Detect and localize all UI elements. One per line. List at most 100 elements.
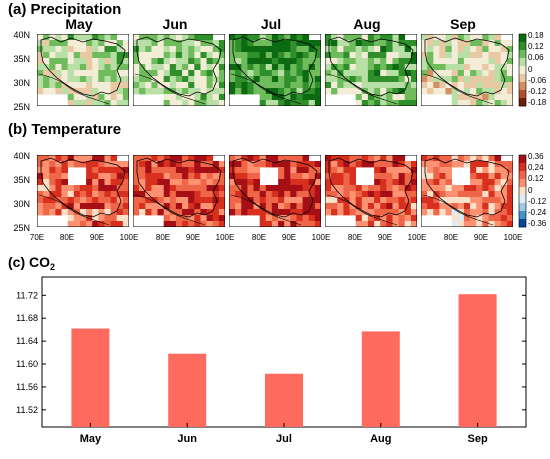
grid-cell (404, 40, 412, 47)
grid-cell (200, 191, 207, 198)
grid-cell (151, 70, 158, 77)
grid-cell (470, 185, 477, 192)
grid-cell (200, 185, 207, 192)
grid-cell (284, 34, 291, 41)
grid-cell (302, 203, 310, 210)
grid-cell (470, 155, 477, 162)
grid-cell (194, 179, 201, 186)
y-tick-label: 11.72 (16, 290, 38, 300)
grid-cell (253, 155, 260, 162)
grid-cell (110, 197, 118, 204)
grid-cell (296, 179, 303, 186)
colorbar-swatch (519, 34, 526, 43)
grid-cell (445, 167, 452, 174)
grid-cell (392, 221, 399, 227)
grid-cell (79, 70, 87, 77)
grid-cell (229, 209, 236, 216)
grid-cell (355, 58, 363, 65)
grid-cell (265, 40, 273, 47)
grid-cell (122, 161, 129, 168)
grid-cell (392, 94, 399, 101)
grid-cell (200, 58, 207, 65)
grid-cell (73, 197, 81, 204)
grid-cell (151, 52, 158, 59)
grid-cell (235, 209, 242, 216)
grid-cell (247, 179, 254, 186)
grid-cell (265, 58, 273, 65)
plateau-boundary (424, 36, 510, 97)
colorbar-swatch (519, 82, 526, 91)
grid-cell (122, 197, 129, 204)
grid-cell (325, 173, 332, 180)
x-tick-label: May (80, 433, 102, 445)
grid-cell (175, 191, 183, 198)
grid-cell (43, 64, 50, 71)
lon-tick-label: 80E (252, 233, 266, 242)
grid-cell (259, 215, 267, 222)
grid-cell (476, 82, 483, 89)
grid-cell (278, 82, 285, 89)
grid-cell (265, 76, 273, 83)
grid-cell (116, 215, 124, 222)
grid-cell (200, 197, 207, 204)
grid-cell (506, 40, 513, 47)
grid-cell (494, 46, 502, 53)
grid-cell (476, 179, 483, 186)
grid-cell (482, 40, 489, 47)
grid-cell (271, 40, 279, 47)
grid-cell (151, 185, 158, 192)
grid-cell (182, 82, 189, 89)
grid-cell (361, 58, 369, 65)
grid-cell (73, 64, 81, 71)
grid-cell (331, 76, 338, 83)
grid-cell (284, 94, 291, 101)
grid-cell (355, 76, 363, 83)
grid-cell (49, 52, 56, 59)
grid-cell (331, 167, 338, 174)
grid-cell (427, 167, 434, 174)
grid-cell (488, 34, 495, 41)
grid-cell (259, 155, 267, 162)
grid-cell (104, 76, 111, 83)
grid-cell (212, 40, 220, 47)
grid-cell (116, 58, 124, 65)
grid-cell (271, 82, 279, 89)
grid-cell (55, 167, 62, 174)
grid-cell (145, 179, 152, 186)
grid-cell (337, 167, 344, 174)
grid-cell (253, 179, 260, 186)
grid-cell (212, 203, 220, 210)
grid-cell (122, 46, 129, 53)
grid-cell (175, 82, 183, 89)
grid-cell (355, 191, 363, 198)
grid-cell (506, 46, 513, 53)
grid-cell (49, 40, 56, 47)
grid-cell (61, 70, 68, 77)
grid-cell (500, 52, 508, 59)
grid-cell (476, 155, 483, 162)
grid-cell (235, 82, 242, 89)
grid-cell (410, 46, 417, 53)
grid-cell (308, 40, 316, 47)
grid-cell (110, 155, 118, 162)
grid-cell (380, 58, 387, 65)
grid-cell (116, 76, 124, 83)
grid-cell (343, 40, 350, 47)
grid-cell (43, 40, 50, 47)
grid-cell (271, 221, 279, 227)
grid-cell (92, 58, 99, 65)
grid-cell (343, 173, 350, 180)
grid-cell (296, 185, 303, 192)
grid-cell (331, 34, 338, 41)
grid-cell (139, 209, 146, 216)
grid-cell (92, 197, 99, 204)
grid-cell (445, 88, 452, 95)
grid-cell (314, 161, 321, 168)
grid-cell (37, 88, 44, 95)
grid-cell (427, 34, 434, 41)
grid-cell (139, 76, 146, 83)
grid-cell (325, 155, 332, 162)
grid-cell (241, 203, 248, 210)
grid-cell (488, 209, 495, 216)
grid-cell (398, 221, 406, 227)
